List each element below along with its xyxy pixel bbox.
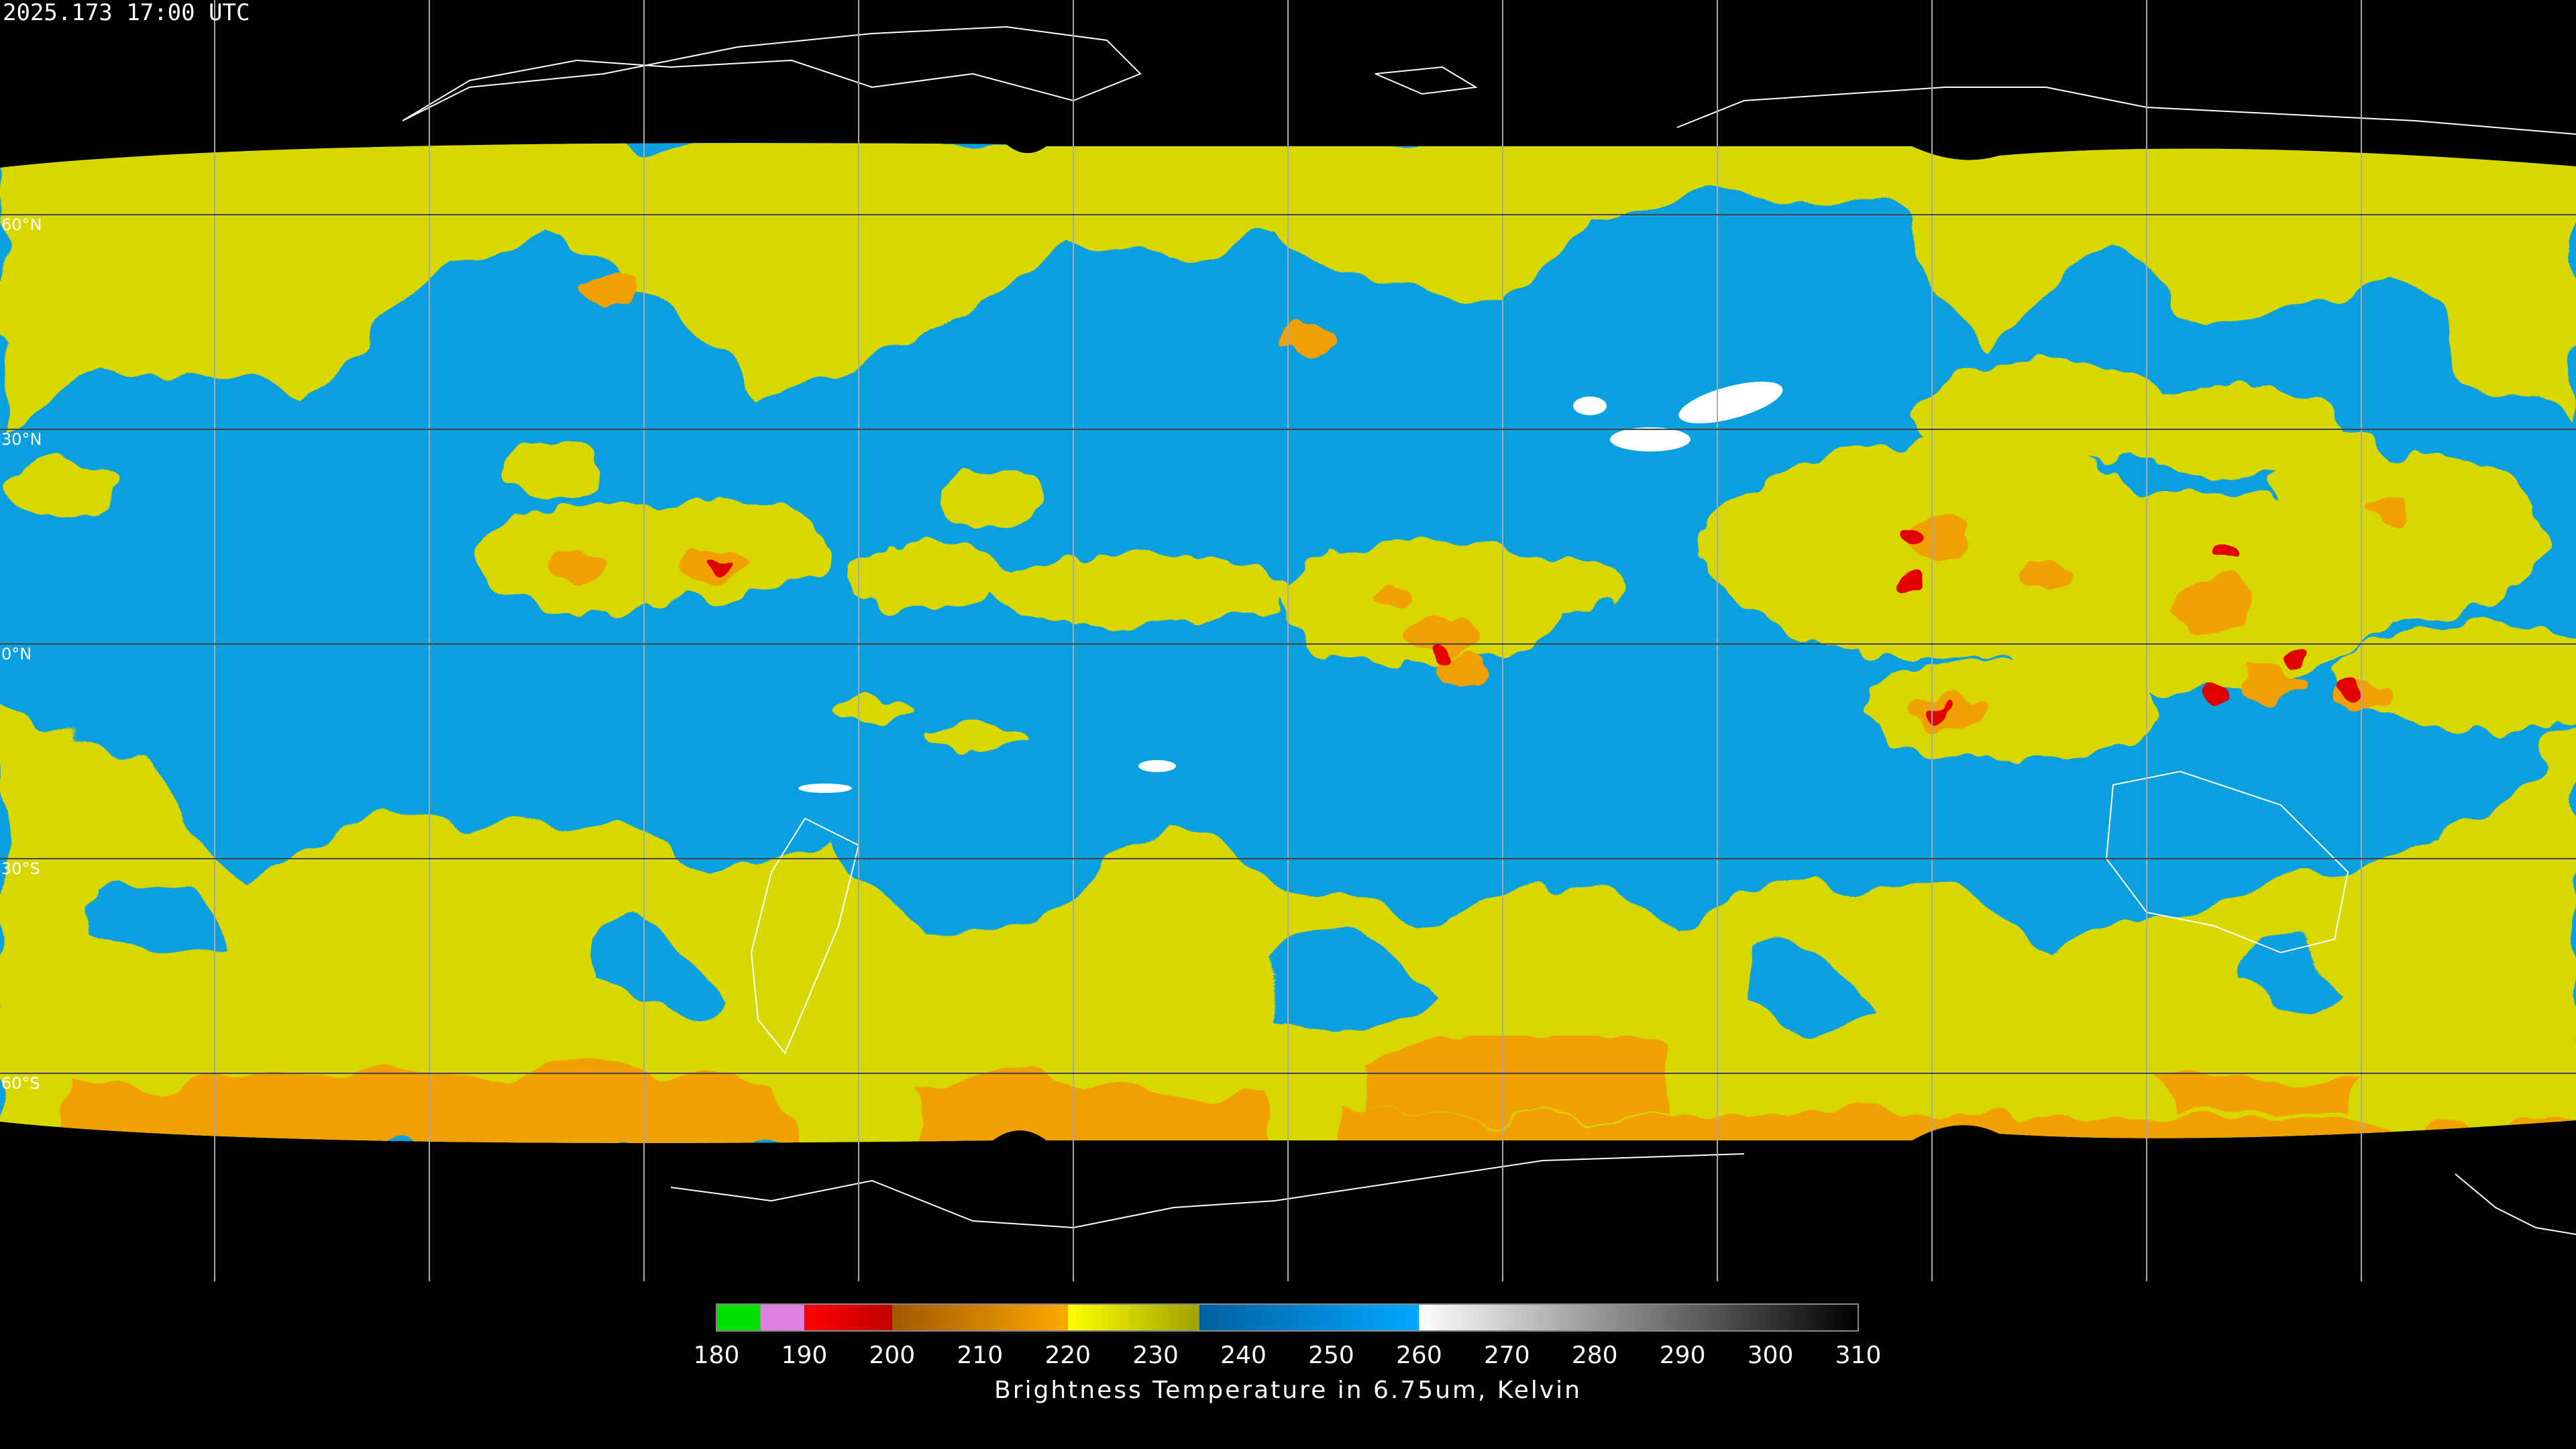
coastline	[402, 25, 1142, 121]
dry-spot	[1610, 427, 1690, 451]
cold-top	[1928, 703, 1949, 719]
colorbar-tick-label: 290	[1660, 1342, 1706, 1369]
colorbar-tick-label: 180	[694, 1342, 740, 1369]
colorbar-tick-label: 240	[1220, 1342, 1267, 1369]
cold-top	[2284, 649, 2305, 665]
dry-spot	[798, 784, 852, 793]
latitude-label: 30°S	[1, 859, 40, 878]
dry-patch	[845, 543, 1006, 610]
cold-cloud	[2368, 496, 2408, 523]
dry-patch	[919, 726, 1026, 750]
colorbar-tick-label: 300	[1748, 1342, 1794, 1369]
colorbar-segment	[1199, 1304, 1419, 1331]
dry-core-band	[1342, 1114, 2576, 1143]
intrusion	[80, 883, 221, 975]
colorbar-segment	[716, 1304, 761, 1331]
colorbar-segment	[1067, 1304, 1200, 1331]
cold-cloud	[550, 557, 604, 584]
cold-top	[1901, 529, 1923, 545]
cold-cloud	[2019, 560, 2073, 594]
graticule: 60°N 30°N 0°N 30°S 60°S	[0, 0, 2576, 1281]
dry-spot	[1138, 760, 1176, 772]
colorbar-tick-label: 280	[1572, 1342, 1618, 1369]
cold-cloud	[2174, 577, 2254, 631]
latitude-label: 0°N	[1, 645, 32, 663]
cold-cloud	[1402, 617, 1483, 657]
cold-top	[2203, 690, 2224, 706]
colorbar-segment	[892, 1304, 1068, 1331]
colorbar-tick-label: 200	[869, 1342, 915, 1369]
colorbar-segment	[804, 1304, 892, 1331]
cold-top	[2216, 542, 2238, 558]
colorbar-segment	[760, 1304, 804, 1331]
dry-spot	[1678, 381, 1783, 424]
dry-patch	[503, 443, 597, 496]
coastline	[670, 1153, 1745, 1229]
dry-patch	[939, 470, 1046, 523]
coastline	[1676, 87, 2576, 135]
dry-patch	[993, 553, 1288, 627]
colorbar-tick-label: 260	[1396, 1342, 1442, 1369]
coastline	[1375, 66, 1478, 95]
colorbar-tick-label: 250	[1308, 1342, 1354, 1369]
cold-cloud	[584, 272, 637, 305]
colorbar-tick-label: 210	[957, 1342, 1003, 1369]
colorbar: 180 190 200 210 220 230 240 250 260 270 280 290 300 3…	[694, 1303, 1882, 1369]
dry-patch	[832, 698, 912, 724]
dry-core-band	[926, 1087, 1275, 1143]
dry-patch	[7, 460, 114, 520]
intrusion	[2241, 947, 2348, 1006]
very-dry-spots	[798, 381, 1783, 793]
cold-cloud	[1375, 587, 1415, 607]
intrusion	[604, 918, 724, 1010]
dry-spot	[1573, 396, 1607, 415]
colorbar-tick-label: 270	[1484, 1342, 1530, 1369]
dry-patch	[1483, 557, 1630, 610]
cold-cloud	[1281, 315, 1335, 356]
moist-intrusions	[80, 883, 2348, 1030]
cold-top	[707, 555, 729, 572]
colorbar-frame	[716, 1303, 1859, 1332]
convective-clusters	[7, 272, 2576, 765]
latitude-label: 60°S	[1, 1074, 40, 1093]
dry-core-band	[1375, 1046, 1664, 1114]
cold-cloud	[1905, 517, 1972, 557]
latitude-label: 60°N	[1, 215, 42, 234]
latitude-label: 30°N	[1, 430, 42, 449]
colorbar-title: Brightness Temperature in 6.75um, Kelvin	[994, 1377, 1582, 1404]
dry-patch	[2334, 624, 2576, 731]
intrusion	[1261, 936, 1442, 1029]
cold-cloud	[2234, 667, 2301, 701]
cold-cloud	[1436, 657, 1489, 684]
colorbar-tick-label: 310	[1835, 1342, 1882, 1369]
cold-top	[1432, 649, 1453, 665]
cold-top	[1894, 569, 1916, 585]
coastline	[2455, 1173, 2576, 1235]
dry-patch	[1865, 657, 2160, 765]
colorbar-tick-label: 190	[782, 1342, 828, 1369]
coastline	[750, 817, 860, 1055]
coastline	[2105, 770, 2349, 954]
colorbar-tick-label: 230	[1132, 1342, 1179, 1369]
coastlines	[402, 25, 2576, 1235]
dry-core-band	[2147, 1073, 2348, 1114]
cold-top	[2337, 683, 2359, 699]
colorbar-segment	[1419, 1304, 1858, 1331]
intrusion	[1744, 947, 1878, 1030]
colorbar-tick-label: 220	[1044, 1342, 1091, 1369]
timestamp: 2025.173 17:00 UTC	[3, 0, 250, 26]
